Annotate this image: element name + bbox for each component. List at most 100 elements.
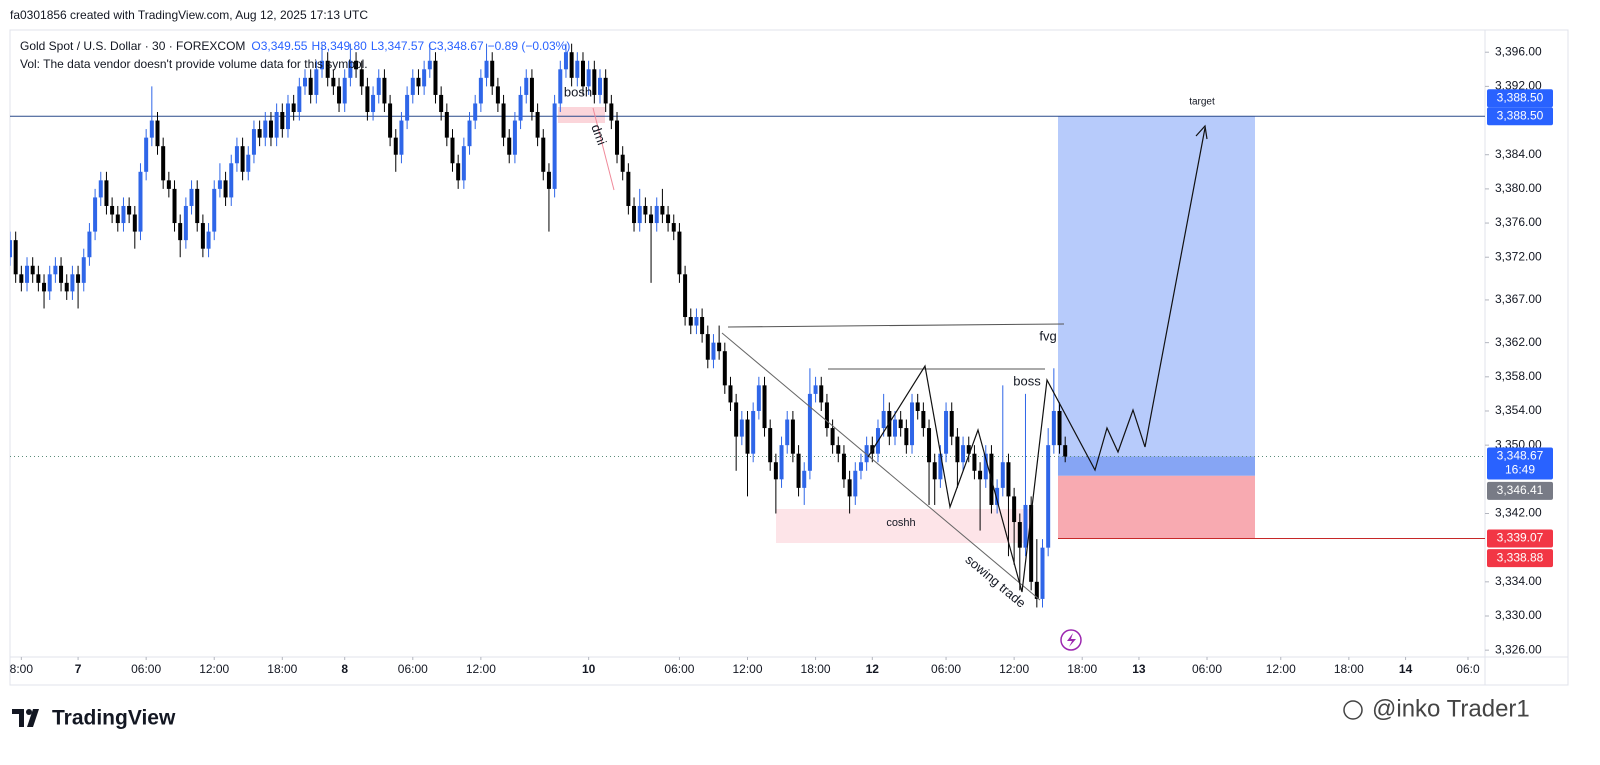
candle-body bbox=[1046, 445, 1051, 548]
candle-body bbox=[944, 410, 949, 454]
candle-body bbox=[853, 470, 858, 497]
candle-body bbox=[388, 103, 393, 138]
price-tag-label: 3,339.07 bbox=[1497, 531, 1544, 545]
candle-body bbox=[796, 453, 801, 488]
candle-body bbox=[683, 274, 688, 318]
candle-body bbox=[115, 214, 120, 224]
candle-body bbox=[257, 129, 262, 138]
candle-body bbox=[898, 419, 903, 429]
candle-body bbox=[371, 94, 376, 113]
candle-body bbox=[1029, 504, 1034, 582]
candle-body bbox=[677, 231, 682, 275]
candle-body bbox=[53, 265, 58, 275]
candle-body bbox=[615, 120, 620, 155]
candle-body bbox=[824, 402, 829, 429]
candle-body bbox=[81, 257, 86, 283]
x-tick-label: 18:00 bbox=[1067, 662, 1097, 676]
candle-body bbox=[444, 112, 449, 138]
candle-body bbox=[580, 60, 585, 87]
watermark: @inko Trader1 bbox=[1372, 695, 1530, 722]
candle-body bbox=[274, 112, 279, 138]
candle-body bbox=[598, 77, 602, 95]
candle-body bbox=[149, 120, 154, 138]
candle-body bbox=[1034, 581, 1039, 599]
x-tick-label: 12:00 bbox=[466, 662, 496, 676]
price-tag-label: 3,388.50 bbox=[1497, 90, 1544, 104]
candle-body bbox=[654, 205, 659, 224]
candle-body bbox=[563, 52, 568, 70]
candle-body bbox=[76, 274, 81, 283]
legend-volume: Vol: The data vendor doesn't provide vol… bbox=[20, 57, 368, 71]
x-tick-label: 12:00 bbox=[732, 662, 762, 676]
candle-body bbox=[541, 137, 546, 172]
candle-body bbox=[144, 137, 149, 172]
candle-body bbox=[904, 428, 909, 446]
candle-body bbox=[47, 274, 52, 292]
candle-body bbox=[762, 385, 767, 429]
price-tag bbox=[1487, 481, 1553, 500]
candle-body bbox=[212, 188, 217, 232]
legend-title: Gold Spot / U.S. Dollar · 30 · FOREXCOM bbox=[20, 39, 245, 53]
candle-body bbox=[813, 385, 818, 394]
candle-body bbox=[501, 103, 506, 138]
candle-body bbox=[858, 462, 863, 471]
candle-body bbox=[722, 351, 727, 386]
candle-body bbox=[966, 445, 971, 454]
alert-bolt bbox=[1067, 633, 1076, 647]
candle-body bbox=[10, 240, 12, 258]
candle-body bbox=[1006, 462, 1011, 497]
candle-body bbox=[728, 385, 733, 403]
levels bbox=[10, 115, 1485, 540]
price-tag-label: 3,348.67 bbox=[1497, 449, 1544, 463]
candle-body bbox=[915, 402, 920, 411]
candle-body bbox=[178, 223, 183, 241]
candle-body bbox=[422, 69, 427, 87]
dmi-line bbox=[592, 107, 615, 191]
y-tick-label: 3,384.00 bbox=[1495, 147, 1542, 161]
annotation: bosh bbox=[564, 84, 592, 99]
candle-body bbox=[30, 265, 35, 275]
candle-body bbox=[927, 428, 932, 463]
y-tick-label: 3,380.00 bbox=[1495, 181, 1542, 195]
candle-body bbox=[949, 410, 954, 437]
price-tag bbox=[1487, 529, 1553, 548]
candle-body bbox=[240, 146, 245, 172]
candle-body bbox=[25, 265, 30, 283]
annotation: target bbox=[1189, 97, 1215, 108]
annotation: fvg bbox=[1039, 328, 1056, 343]
candle-body bbox=[399, 120, 404, 155]
logo-text: TradingView bbox=[52, 707, 176, 730]
drawings bbox=[592, 107, 1208, 651]
candle-body bbox=[161, 146, 166, 181]
candle-body bbox=[592, 69, 597, 95]
candle-body bbox=[450, 137, 455, 164]
arrow-head bbox=[1195, 124, 1208, 140]
tradingview-logo: TradingView bbox=[12, 707, 176, 730]
y-tick-label: 3,358.00 bbox=[1495, 369, 1542, 383]
candle-body bbox=[535, 112, 540, 138]
x-tick-label: 12:00 bbox=[999, 662, 1029, 676]
candle-body bbox=[183, 205, 188, 241]
candle-body bbox=[251, 129, 256, 155]
candle-body bbox=[756, 385, 761, 411]
candle-body bbox=[961, 445, 966, 463]
x-tick-label: 18:00 bbox=[267, 662, 297, 676]
y-tick-label: 3,367.00 bbox=[1495, 292, 1542, 306]
candle-body bbox=[478, 77, 483, 104]
candle-body bbox=[932, 462, 937, 480]
candle-body bbox=[700, 317, 705, 335]
annotation: coshh bbox=[886, 517, 915, 529]
price-tag bbox=[1487, 447, 1553, 480]
candle-body bbox=[671, 223, 676, 232]
price-tag bbox=[1487, 89, 1553, 108]
x-tick-label: 8 bbox=[341, 662, 348, 676]
candle-body bbox=[393, 137, 398, 155]
candle-body bbox=[490, 60, 495, 87]
candle-body bbox=[938, 453, 943, 480]
price-tag-label: 3,346.41 bbox=[1497, 483, 1544, 497]
alert-icon[interactable] bbox=[1060, 629, 1082, 651]
candle-body bbox=[200, 223, 205, 249]
candle-body bbox=[518, 94, 523, 121]
candle-body bbox=[649, 214, 654, 224]
